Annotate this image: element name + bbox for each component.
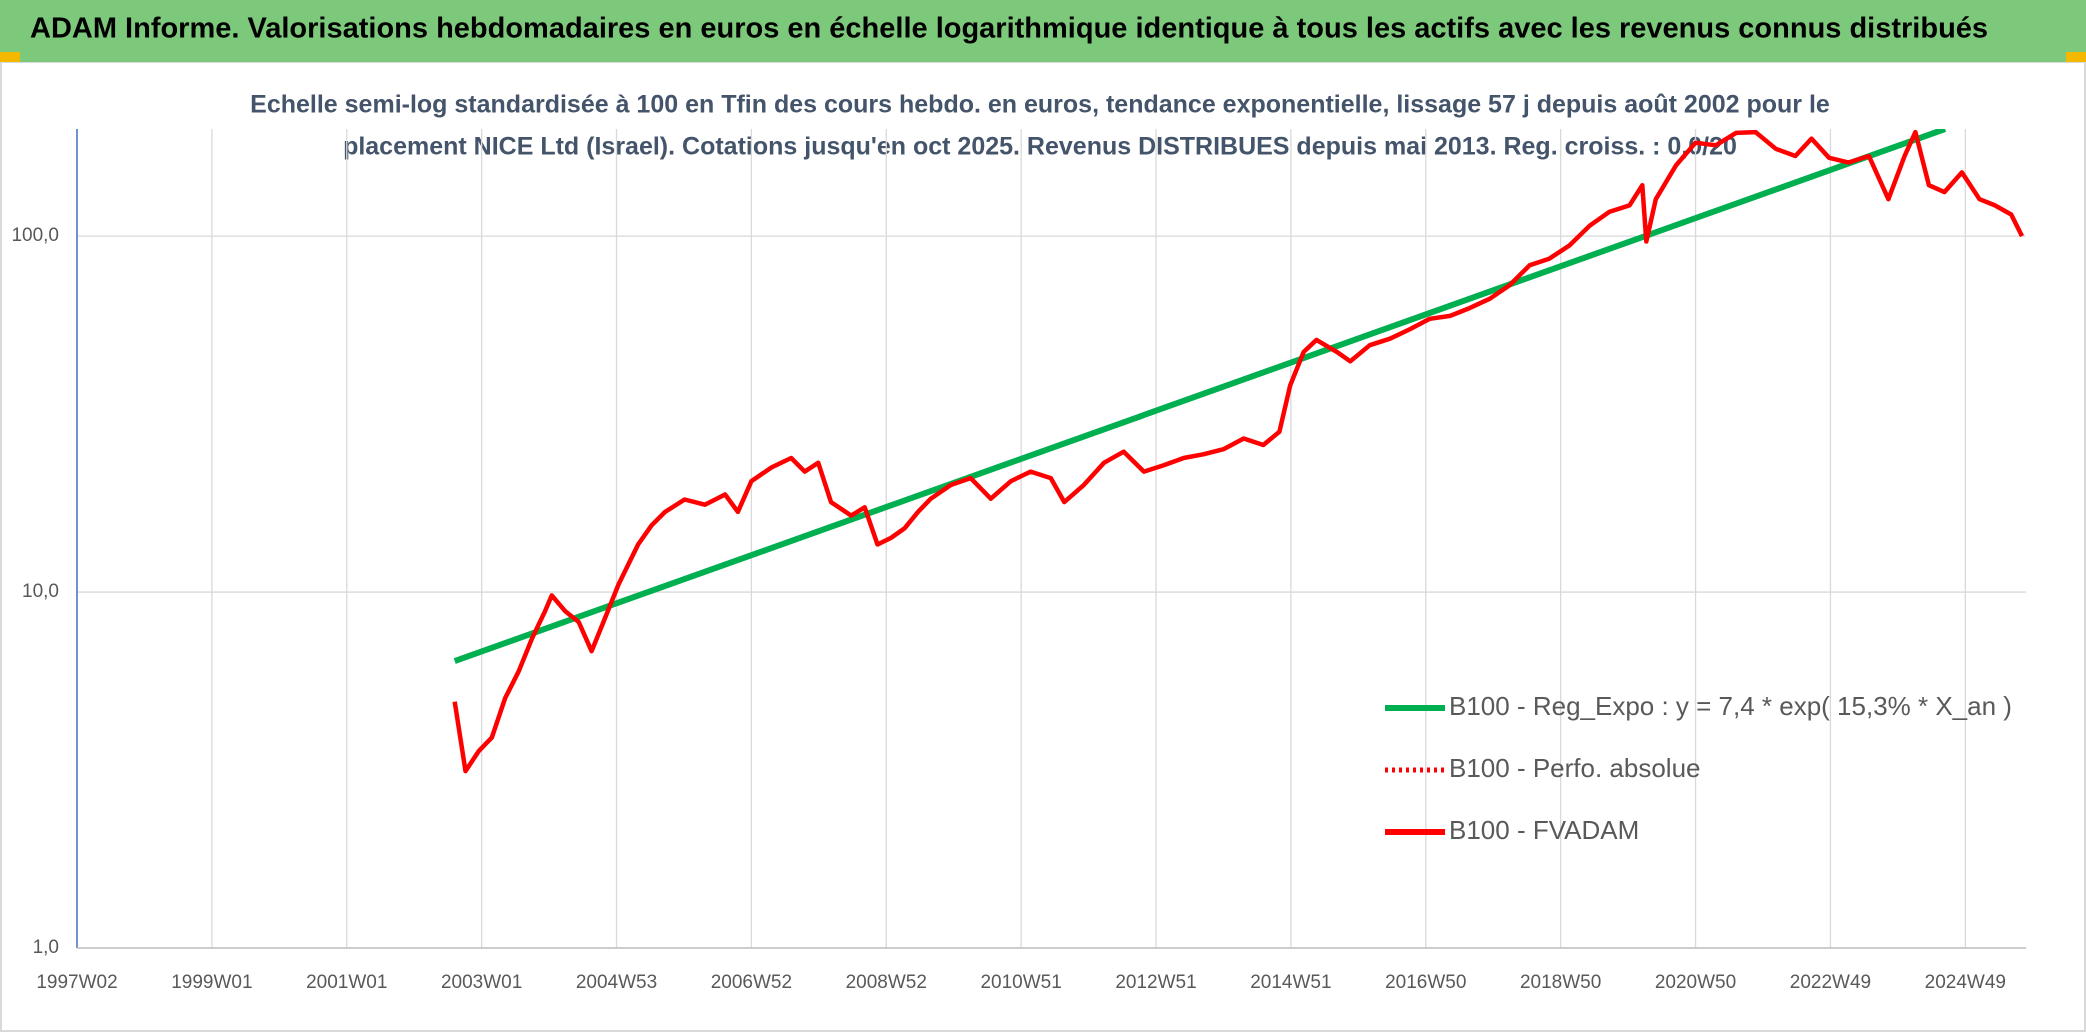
x-tick-label: 2020W50 <box>1655 972 1736 993</box>
header-bar <box>0 0 2086 62</box>
x-tick-label: 2006W52 <box>711 972 792 993</box>
legend-label: B100 - FVADAM <box>1449 815 1639 845</box>
chart-subtitle: Echelle semi-log standardisée à 100 en T… <box>250 91 1830 119</box>
x-tick-label: 2003W01 <box>441 972 522 993</box>
y-tick-label: 100,0 <box>11 225 59 246</box>
header-title: ADAM Informe. Valorisations hebdomadaire… <box>30 13 1988 45</box>
series-line <box>452 129 2025 774</box>
x-tick-label: 2008W52 <box>846 972 927 993</box>
x-tick-label: 2022W49 <box>1790 972 1871 993</box>
y-tick-label: 10,0 <box>22 581 59 602</box>
x-tick-label: 2014W51 <box>1250 972 1331 993</box>
x-tick-label: 2010W51 <box>980 972 1061 993</box>
x-tick-label: 2024W49 <box>1925 972 2006 993</box>
corner-mark <box>2066 52 2086 62</box>
plot-area: 1,0 10,0 100,0 1997W02 1999W01 2001W01 2003W01… <box>11 129 2026 993</box>
y-tick-label: 1,0 <box>33 937 59 958</box>
legend-label: B100 - Reg_Expo : y = 7,4 * exp( 15,3% *… <box>1449 691 2012 721</box>
corner-mark <box>0 52 20 62</box>
x-tick-label: 2018W50 <box>1520 972 1601 993</box>
x-tick-label: 2016W50 <box>1385 972 1466 993</box>
x-tick-label: 1997W02 <box>36 972 117 993</box>
x-tick-label: 2012W51 <box>1115 972 1196 993</box>
x-tick-label: 2001W01 <box>306 972 387 993</box>
legend-label: B100 - Perfo. absolue <box>1449 753 1701 783</box>
x-tick-label: 2004W53 <box>576 972 657 993</box>
series-line <box>453 129 1947 664</box>
x-tick-label: 1999W01 <box>171 972 252 993</box>
chart-subtitle: placement NICE Ltd (Israel). Cotations j… <box>343 133 1737 161</box>
